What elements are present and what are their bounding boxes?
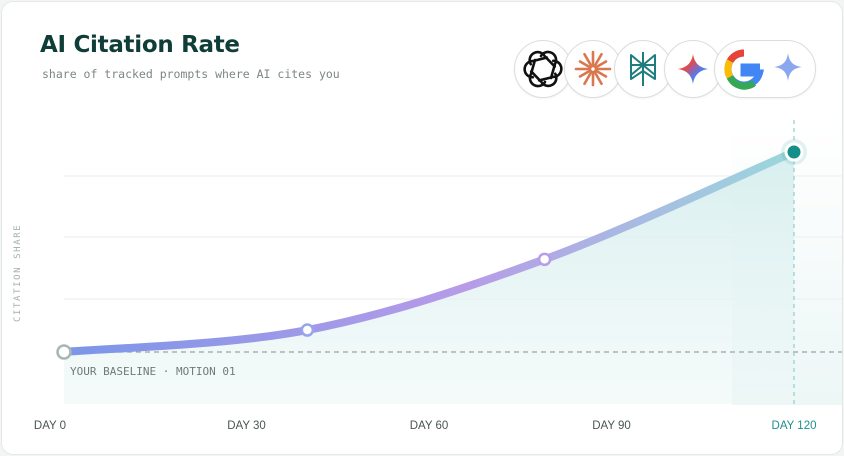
x-tick-label: DAY 0 <box>34 420 66 432</box>
google-icon <box>714 40 816 98</box>
data-point <box>56 344 72 360</box>
data-point <box>300 323 315 337</box>
x-tick-label: DAY 30 <box>227 420 266 432</box>
x-tick-label: DAY 60 <box>410 420 449 432</box>
baseline-label: YOUR BASELINE · MOTION 01 <box>70 365 236 378</box>
page-subtitle: share of tracked prompts where AI cites … <box>42 67 340 81</box>
gemini-icon <box>664 40 722 98</box>
ai-engine-logos <box>514 40 824 98</box>
x-tick-label: DAY 120 <box>772 420 817 432</box>
y-axis-label: CITATION SHARE <box>13 224 23 322</box>
data-point <box>537 252 552 267</box>
data-point <box>784 142 804 162</box>
openai-icon <box>514 40 572 98</box>
series-line <box>60 148 798 356</box>
perplexity-icon <box>614 40 672 98</box>
x-tick-label: DAY 90 <box>592 420 631 432</box>
claude-icon <box>564 40 622 98</box>
page-title: AI Citation Rate <box>40 32 240 58</box>
